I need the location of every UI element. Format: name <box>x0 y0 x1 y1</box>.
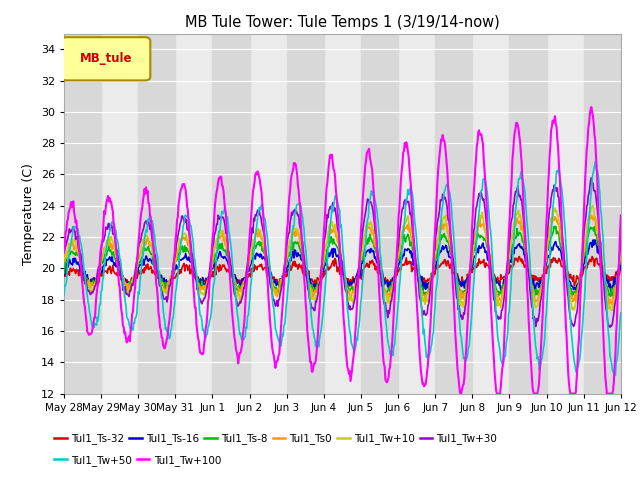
Bar <box>287 34 324 394</box>
Legend: Tul1_Ts-32, Tul1_Ts-16, Tul1_Ts-8, Tul1_Ts0, Tul1_Tw+10, Tul1_Tw+30: Tul1_Ts-32, Tul1_Ts-16, Tul1_Ts-8, Tul1_… <box>50 429 502 448</box>
Bar <box>509 34 547 394</box>
Bar <box>64 34 101 394</box>
Bar <box>361 34 398 394</box>
Text: MB_tule: MB_tule <box>79 51 132 65</box>
Bar <box>138 34 175 394</box>
Y-axis label: Temperature (C): Temperature (C) <box>22 163 35 264</box>
FancyBboxPatch shape <box>61 37 150 80</box>
Title: MB Tule Tower: Tule Temps 1 (3/19/14-now): MB Tule Tower: Tule Temps 1 (3/19/14-now… <box>185 15 500 30</box>
Bar <box>584 34 621 394</box>
Legend: Tul1_Tw+50, Tul1_Tw+100: Tul1_Tw+50, Tul1_Tw+100 <box>50 451 225 470</box>
Bar <box>212 34 250 394</box>
Bar <box>435 34 472 394</box>
